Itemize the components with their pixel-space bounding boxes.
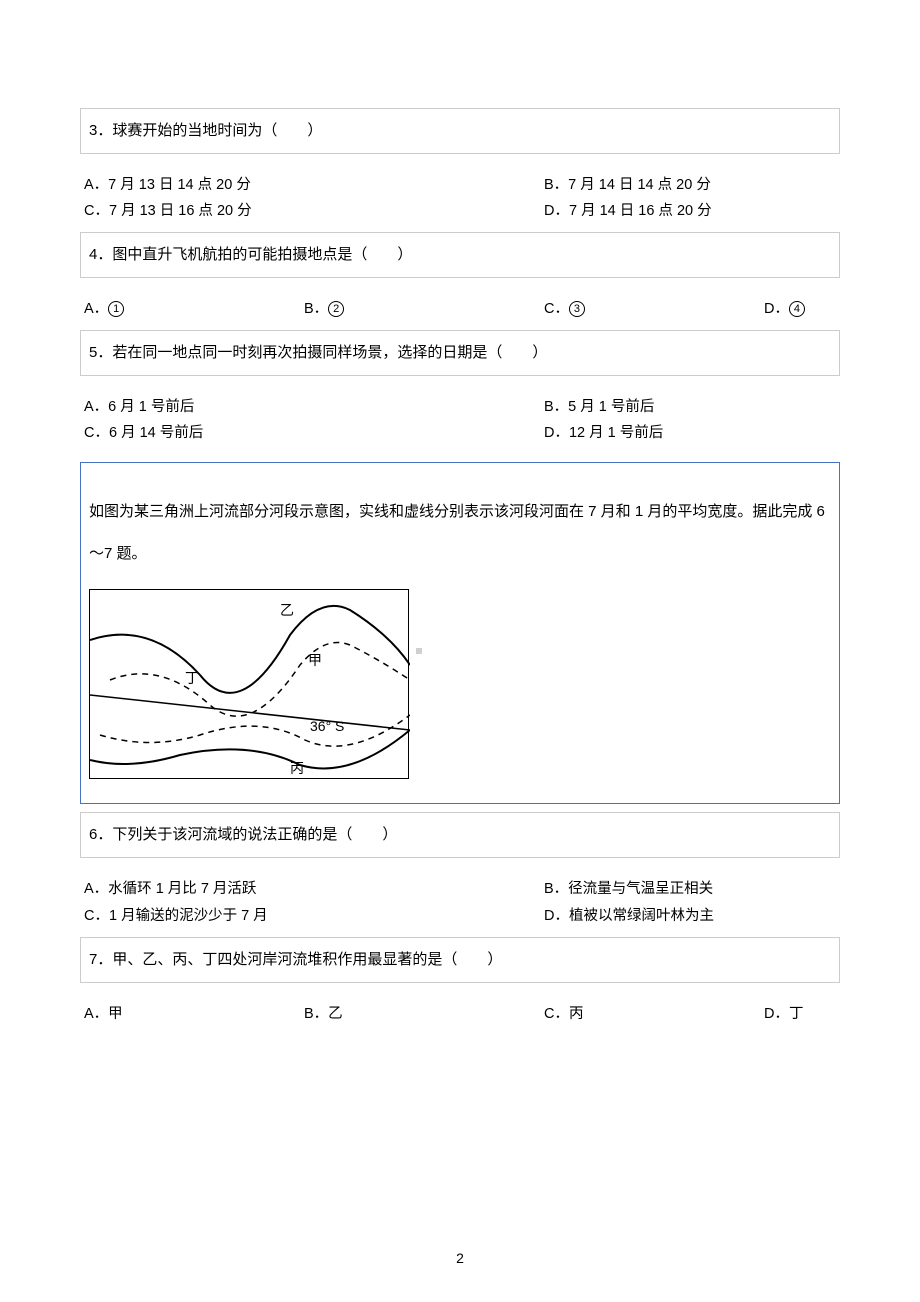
q7-option-b: B．乙 bbox=[304, 1001, 544, 1027]
question-7-text: 7．甲、乙、丙、丁四处河岸河流堆积作用最显著的是（ ） bbox=[89, 948, 831, 972]
question-6-text: 6．下列关于该河流域的说法正确的是（ ） bbox=[89, 823, 831, 847]
q4-b-label: B． bbox=[304, 301, 328, 317]
river-svg-icon bbox=[90, 590, 410, 780]
q6-option-c: C．1 月输送的泥沙少于 7 月 bbox=[84, 903, 544, 929]
river-diagram: 甲 乙 丙 丁 36° S bbox=[89, 589, 409, 779]
q7-option-c: C．丙 bbox=[544, 1001, 764, 1027]
question-3-box: 3．球赛开始的当地时间为（ ） bbox=[80, 108, 840, 154]
question-5-box: 5．若在同一地点同一时刻再次拍摄同样场景，选择的日期是（ ） bbox=[80, 330, 840, 376]
q5-option-b: B．5 月 1 号前后 bbox=[544, 394, 836, 420]
q3-option-c: C．7 月 13 日 16 点 20 分 bbox=[84, 198, 544, 224]
question-4-options: A．1 B．2 C．3 D．4 bbox=[80, 296, 840, 322]
q3-option-a: A．7 月 13 日 14 点 20 分 bbox=[84, 172, 544, 198]
q6-option-a: A．水循环 1 月比 7 月活跃 bbox=[84, 876, 544, 902]
q5-option-d: D．12 月 1 号前后 bbox=[544, 420, 836, 446]
q6-option-d: D．植被以常绿阔叶林为主 bbox=[544, 903, 836, 929]
label-jia: 甲 bbox=[308, 650, 322, 670]
question-5-text: 5．若在同一地点同一时刻再次拍摄同样场景，选择的日期是（ ） bbox=[89, 341, 831, 365]
q4-option-d: D．4 bbox=[764, 296, 836, 322]
question-3-text: 3．球赛开始的当地时间为（ ） bbox=[89, 119, 831, 143]
label-lat: 36° S bbox=[310, 718, 344, 734]
question-7-box: 7．甲、乙、丙、丁四处河岸河流堆积作用最显著的是（ ） bbox=[80, 937, 840, 983]
q4-option-b: B．2 bbox=[304, 296, 544, 322]
circled-2-icon: 2 bbox=[328, 301, 344, 317]
passage-text: 如图为某三角洲上河流部分河段示意图，实线和虚线分别表示该河段河面在 7 月和 1… bbox=[89, 491, 831, 575]
q4-option-a: A．1 bbox=[84, 296, 304, 322]
q3-option-b: B．7 月 14 日 14 点 20 分 bbox=[544, 172, 836, 198]
q4-option-c: C．3 bbox=[544, 296, 764, 322]
q3-option-d: D．7 月 14 日 16 点 20 分 bbox=[544, 198, 836, 224]
question-4-text: 4．图中直升飞机航拍的可能拍摄地点是（ ） bbox=[89, 243, 831, 267]
placeholder-mark-icon bbox=[416, 648, 422, 654]
circled-3-icon: 3 bbox=[569, 301, 585, 317]
question-4-box: 4．图中直升飞机航拍的可能拍摄地点是（ ） bbox=[80, 232, 840, 278]
question-6-options: A．水循环 1 月比 7 月活跃 B．径流量与气温呈正相关 C．1 月输送的泥沙… bbox=[80, 876, 840, 928]
label-bing: 丙 bbox=[290, 758, 304, 778]
question-3-options: A．7 月 13 日 14 点 20 分 B．7 月 14 日 14 点 20 … bbox=[80, 172, 840, 224]
label-yi: 乙 bbox=[280, 600, 294, 620]
q4-d-label: D． bbox=[764, 301, 789, 317]
q4-c-label: C． bbox=[544, 301, 569, 317]
top-margin bbox=[80, 0, 840, 100]
q7-option-d: D．丁 bbox=[764, 1001, 836, 1027]
label-ding: 丁 bbox=[185, 668, 199, 688]
page-number: 2 bbox=[0, 1250, 920, 1266]
q5-option-c: C．6 月 14 号前后 bbox=[84, 420, 544, 446]
q5-option-a: A．6 月 1 号前后 bbox=[84, 394, 544, 420]
circled-1-icon: 1 bbox=[108, 301, 124, 317]
question-6-box: 6．下列关于该河流域的说法正确的是（ ） bbox=[80, 812, 840, 858]
q4-a-label: A． bbox=[84, 301, 108, 317]
passage-box: 如图为某三角洲上河流部分河段示意图，实线和虚线分别表示该河段河面在 7 月和 1… bbox=[80, 462, 840, 804]
q6-option-b: B．径流量与气温呈正相关 bbox=[544, 876, 836, 902]
circled-4-icon: 4 bbox=[789, 301, 805, 317]
question-5-options: A．6 月 1 号前后 B．5 月 1 号前后 C．6 月 14 号前后 D．1… bbox=[80, 394, 840, 446]
question-7-options: A．甲 B．乙 C．丙 D．丁 bbox=[80, 1001, 840, 1027]
q7-option-a: A．甲 bbox=[84, 1001, 304, 1027]
